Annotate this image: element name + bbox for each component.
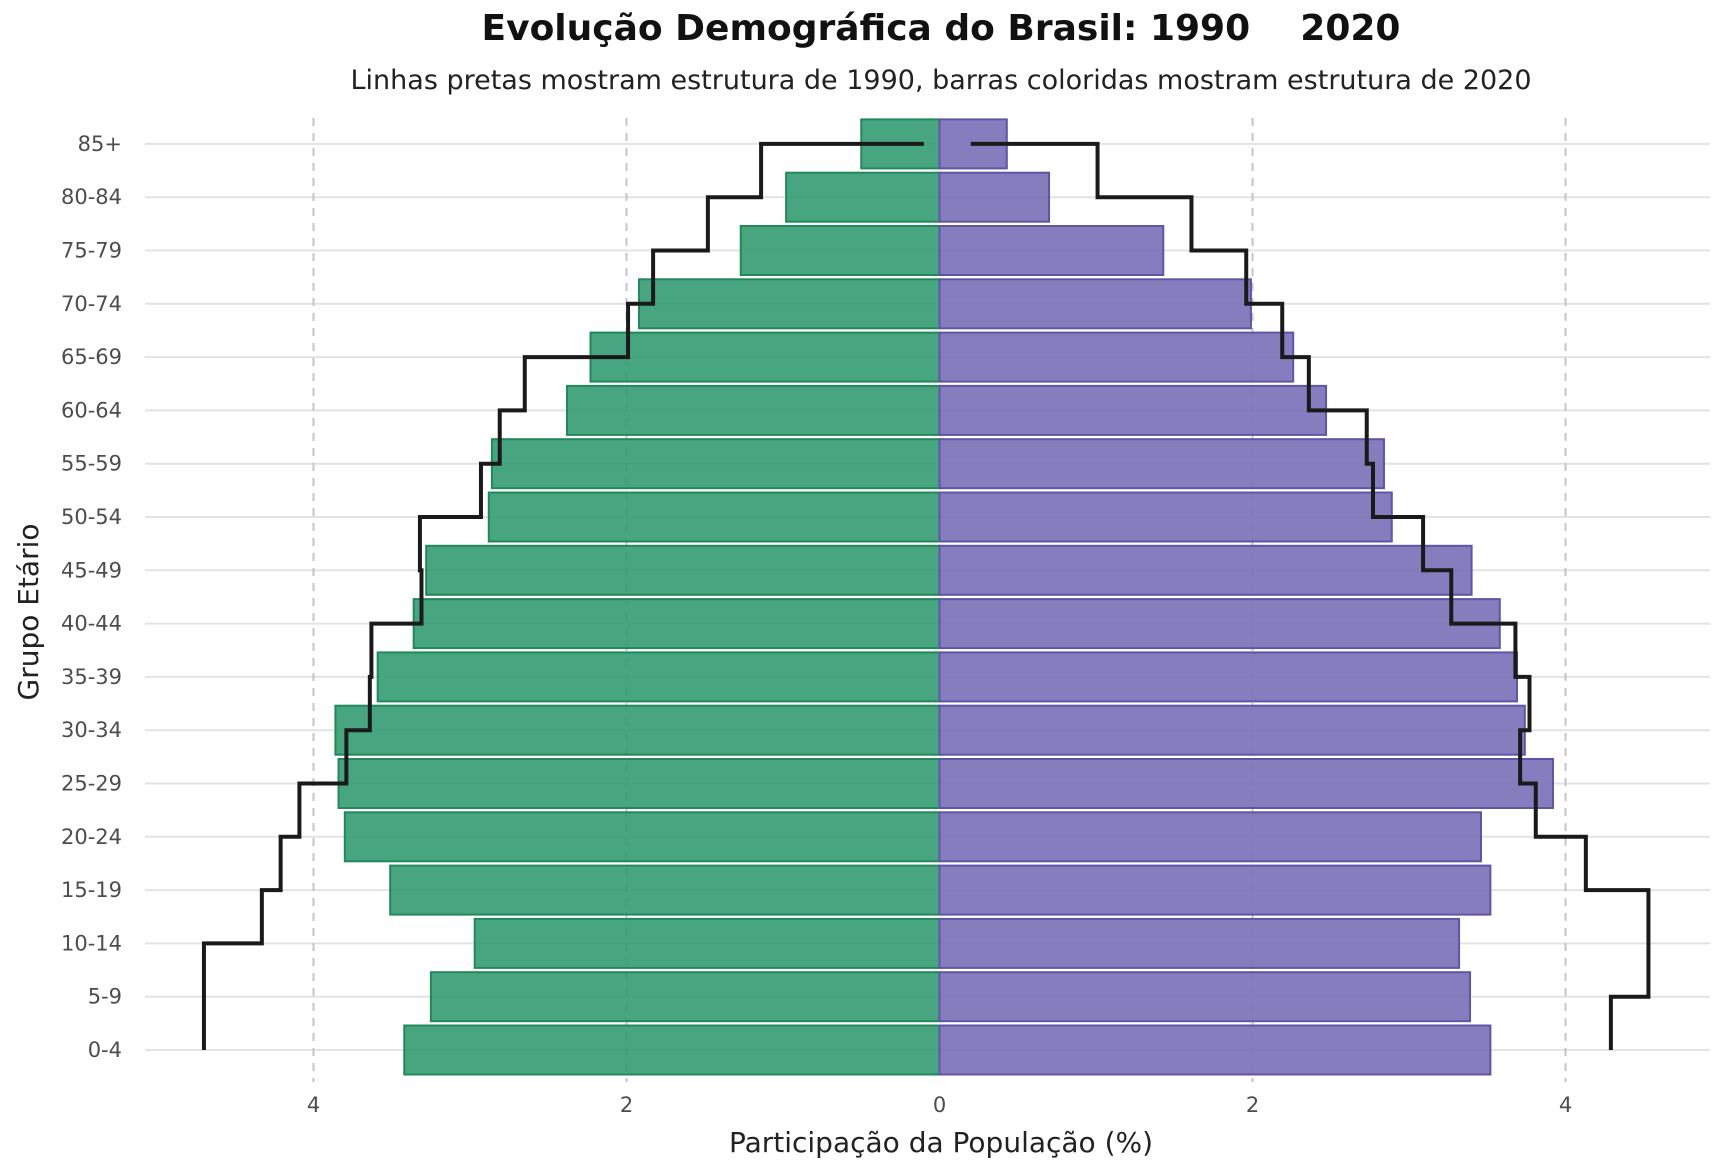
y-tick-label-25-29: 25-29 <box>61 772 122 796</box>
tick-layer: 0-4 5-9 10-14 15-19 20-24 25-29 30-34 35-39 40-4… <box>61 132 1572 1117</box>
y-tick-label-45-49: 45-49 <box>61 558 122 582</box>
line-layer <box>201 141 1651 1050</box>
bar-left-40-44 <box>412 598 941 650</box>
x-tick-label--2: 2 <box>620 1093 633 1117</box>
bar-right-25-29 <box>938 758 1554 809</box>
bar-left-70-74 <box>638 278 941 330</box>
bar-right-15-19 <box>938 864 1492 916</box>
x-axis-label: Participação da População (%) <box>729 1126 1153 1159</box>
chart-subtitle: Linhas pretas mostram estrutura de 1990,… <box>351 65 1532 96</box>
bar-left-55-59 <box>490 438 941 490</box>
bar-right-20-24 <box>938 811 1482 863</box>
bar-right-35-39 <box>938 651 1518 703</box>
bar-left-0-4 <box>403 1024 941 1076</box>
x-tick-label-4: 4 <box>1559 1093 1572 1117</box>
bar-right-5-9 <box>938 971 1472 1023</box>
bar-right-40-44 <box>938 598 1501 650</box>
y-tick-label-35-39: 35-39 <box>61 665 122 689</box>
y-tick-label-50-54: 50-54 <box>61 505 122 529</box>
bar-left-75-79 <box>739 225 941 276</box>
y-tick-label-30-34: 30-34 <box>61 718 122 742</box>
y-tick-label-40-44: 40-44 <box>61 612 122 636</box>
bar-right-60-64 <box>938 384 1328 436</box>
bar-right-30-34 <box>938 704 1526 756</box>
y-axis-label: Grupo Etário <box>12 523 45 700</box>
bar-left-50-54 <box>487 491 941 543</box>
chart-title: Evolução Demográfica do Brasil: 1990 202… <box>482 8 1401 49</box>
bar-left-15-19 <box>389 864 941 916</box>
y-tick-label-85+: 85+ <box>78 132 122 156</box>
y-tick-label-75-79: 75-79 <box>61 239 122 263</box>
bar-left-5-9 <box>429 971 941 1023</box>
bar-right-10-14 <box>938 917 1461 969</box>
bar-right-80-84 <box>938 171 1051 223</box>
bar-left-25-29 <box>337 758 941 809</box>
x-tick-label--4: 4 <box>307 1093 320 1117</box>
bar-right-0-4 <box>938 1024 1492 1076</box>
bar-left-10-14 <box>473 917 941 969</box>
step-line-1990-left <box>201 141 924 1050</box>
y-tick-label-60-64: 60-64 <box>61 398 122 422</box>
bar-left-20-24 <box>343 811 941 863</box>
bar-left-30-34 <box>334 704 941 756</box>
bar-right-45-49 <box>938 544 1473 596</box>
y-tick-label-10-14: 10-14 <box>61 931 122 955</box>
bar-right-70-74 <box>938 278 1252 330</box>
bar-left-35-39 <box>376 651 941 703</box>
bar-right-65-69 <box>938 331 1295 383</box>
bar-left-65-69 <box>589 331 941 383</box>
y-tick-label-65-69: 65-69 <box>61 345 122 369</box>
bar-right-50-54 <box>938 491 1393 543</box>
step-line-1990-right <box>970 141 1651 1050</box>
y-tick-label-20-24: 20-24 <box>61 825 122 849</box>
bar-left-45-49 <box>425 544 941 596</box>
bar-right-55-59 <box>938 438 1385 490</box>
y-tick-label-80-84: 80-84 <box>61 185 122 209</box>
bar-left-60-64 <box>566 384 941 436</box>
y-tick-label-5-9: 5-9 <box>88 985 122 1009</box>
y-tick-label-0-4: 0-4 <box>88 1038 122 1062</box>
y-tick-label-55-59: 55-59 <box>61 452 122 476</box>
x-tick-label-2: 2 <box>1246 1093 1259 1117</box>
bar-right-75-79 <box>938 225 1165 276</box>
y-tick-label-15-19: 15-19 <box>61 878 122 902</box>
y-tick-label-70-74: 70-74 <box>61 292 122 316</box>
bar-left-80-84 <box>785 171 941 223</box>
x-tick-label-0: 0 <box>933 1093 946 1117</box>
bar-layer <box>334 118 1554 1076</box>
